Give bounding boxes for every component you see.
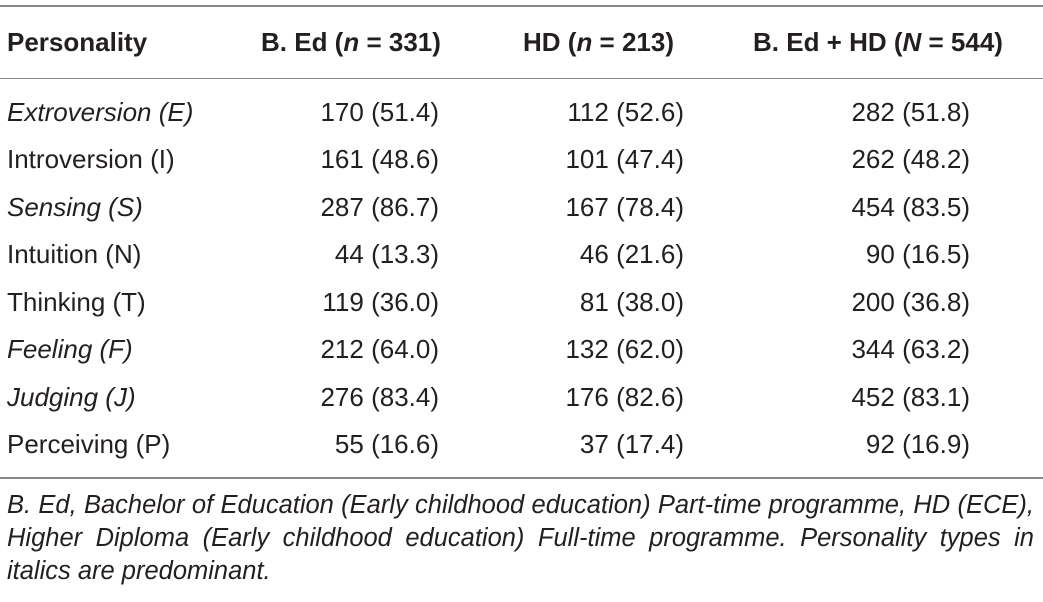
row-hd-value: 101 (47.4) [565, 144, 684, 174]
table-bottom-rule [0, 477, 1043, 479]
row-bed-value: 44 (13.3) [334, 239, 439, 269]
row-trait: Intuition (N) [7, 239, 142, 269]
row-total-value: 90 (16.5) [865, 239, 970, 269]
header-rule [0, 78, 1043, 79]
row-trait: Thinking (T) [7, 287, 146, 317]
row-hd-value: 46 (21.6) [579, 239, 684, 269]
row-trait: Feeling (F) [7, 334, 133, 364]
row-hd-value: 81 (38.0) [579, 287, 684, 317]
row-hd-value: 112 (52.6) [567, 97, 684, 127]
table-top-rule [0, 5, 1043, 7]
header-hd-suffix: = 213) [592, 27, 674, 57]
row-hd-value: 176 (82.6) [565, 382, 684, 412]
row-total-value: 452 (83.1) [851, 382, 970, 412]
header-bed: B. Ed (n = 331) [261, 27, 441, 57]
row-total-value: 262 (48.2) [851, 144, 970, 174]
row-bed-value: 55 (16.6) [334, 429, 439, 459]
row-hd-value: 37 (17.4) [579, 429, 684, 459]
header-total-prefix: B. Ed + HD ( [753, 27, 903, 57]
row-bed-value: 170 (51.4) [320, 97, 439, 127]
header-hd-prefix: HD ( [523, 27, 577, 57]
row-trait: Introversion (I) [7, 144, 175, 174]
row-bed-value: 161 (48.6) [320, 144, 439, 174]
row-trait: Perceiving (P) [7, 429, 171, 459]
row-hd-value: 132 (62.0) [565, 334, 684, 364]
row-trait: Sensing (S) [7, 192, 143, 222]
row-bed-value: 212 (64.0) [320, 334, 439, 364]
row-total-value: 454 (83.5) [851, 192, 970, 222]
row-trait: Judging (J) [7, 382, 136, 412]
table-footnote: B. Ed, Bachelor of Education (Early chil… [7, 491, 1034, 585]
header-total-suffix: = 544) [921, 27, 1003, 57]
row-total-value: 282 (51.8) [851, 97, 970, 127]
row-bed-value: 119 (36.0) [322, 287, 439, 317]
row-total-value: 344 (63.2) [851, 334, 970, 364]
header-bed-n: n [343, 27, 360, 57]
header-bed-prefix: B. Ed ( [261, 27, 344, 57]
header-total-n: N [902, 27, 922, 57]
header-hd: HD (n = 213) [523, 27, 674, 57]
header-personality: Personality [7, 27, 148, 57]
row-bed-value: 287 (86.7) [320, 192, 439, 222]
row-total-value: 200 (36.8) [851, 287, 970, 317]
row-total-value: 92 (16.9) [865, 429, 970, 459]
row-trait: Extroversion (E) [7, 97, 194, 127]
row-bed-value: 276 (83.4) [320, 382, 439, 412]
row-hd-value: 167 (78.4) [565, 192, 684, 222]
header-bed-suffix: = 331) [359, 27, 441, 57]
header-total: B. Ed + HD (N = 544) [753, 27, 1003, 57]
header-hd-n: n [576, 27, 593, 57]
